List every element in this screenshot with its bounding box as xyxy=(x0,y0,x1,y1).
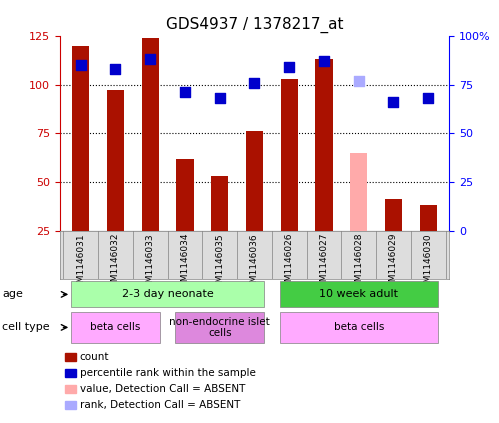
Text: GSM1146031: GSM1146031 xyxy=(76,233,85,294)
Text: GSM1146036: GSM1146036 xyxy=(250,233,259,294)
Bar xyxy=(107,91,124,231)
Point xyxy=(390,99,398,105)
Point xyxy=(250,79,258,86)
Text: 10 week adult: 10 week adult xyxy=(319,289,398,299)
Text: GSM1146032: GSM1146032 xyxy=(111,233,120,294)
Text: GSM1146030: GSM1146030 xyxy=(424,233,433,294)
Text: beta cells: beta cells xyxy=(90,322,141,332)
Point xyxy=(181,89,189,96)
Point xyxy=(146,56,154,63)
Text: percentile rank within the sample: percentile rank within the sample xyxy=(80,368,255,378)
Bar xyxy=(176,312,264,343)
Text: GSM1146029: GSM1146029 xyxy=(389,233,398,294)
Bar xyxy=(385,199,402,231)
Bar xyxy=(176,159,194,231)
Title: GDS4937 / 1378217_at: GDS4937 / 1378217_at xyxy=(166,17,343,33)
Text: count: count xyxy=(80,352,109,362)
Bar xyxy=(350,153,367,231)
Point xyxy=(111,66,119,72)
Text: beta cells: beta cells xyxy=(333,322,384,332)
Bar xyxy=(71,281,264,308)
Text: GSM1146027: GSM1146027 xyxy=(319,233,328,294)
Point xyxy=(424,95,432,102)
Bar xyxy=(246,131,263,231)
Point xyxy=(216,95,224,102)
Bar xyxy=(279,312,438,343)
Text: 2-3 day neonate: 2-3 day neonate xyxy=(122,289,214,299)
Text: GSM1146033: GSM1146033 xyxy=(146,233,155,294)
Point xyxy=(77,62,85,69)
Text: cell type: cell type xyxy=(2,322,50,332)
Bar xyxy=(142,38,159,231)
Bar xyxy=(279,281,438,308)
Bar xyxy=(72,46,89,231)
Bar xyxy=(420,205,437,231)
Text: non-endocrine islet
cells: non-endocrine islet cells xyxy=(169,316,270,338)
Bar xyxy=(280,79,298,231)
Text: age: age xyxy=(2,289,23,299)
Text: GSM1146028: GSM1146028 xyxy=(354,233,363,294)
Bar xyxy=(71,312,160,343)
Point xyxy=(320,58,328,65)
Bar xyxy=(211,176,229,231)
Text: GSM1146026: GSM1146026 xyxy=(285,233,294,294)
Text: GSM1146035: GSM1146035 xyxy=(215,233,224,294)
Point xyxy=(355,77,363,84)
Bar xyxy=(315,59,333,231)
Text: GSM1146034: GSM1146034 xyxy=(181,233,190,294)
Text: value, Detection Call = ABSENT: value, Detection Call = ABSENT xyxy=(80,384,245,394)
Point xyxy=(285,64,293,71)
Text: rank, Detection Call = ABSENT: rank, Detection Call = ABSENT xyxy=(80,400,240,410)
